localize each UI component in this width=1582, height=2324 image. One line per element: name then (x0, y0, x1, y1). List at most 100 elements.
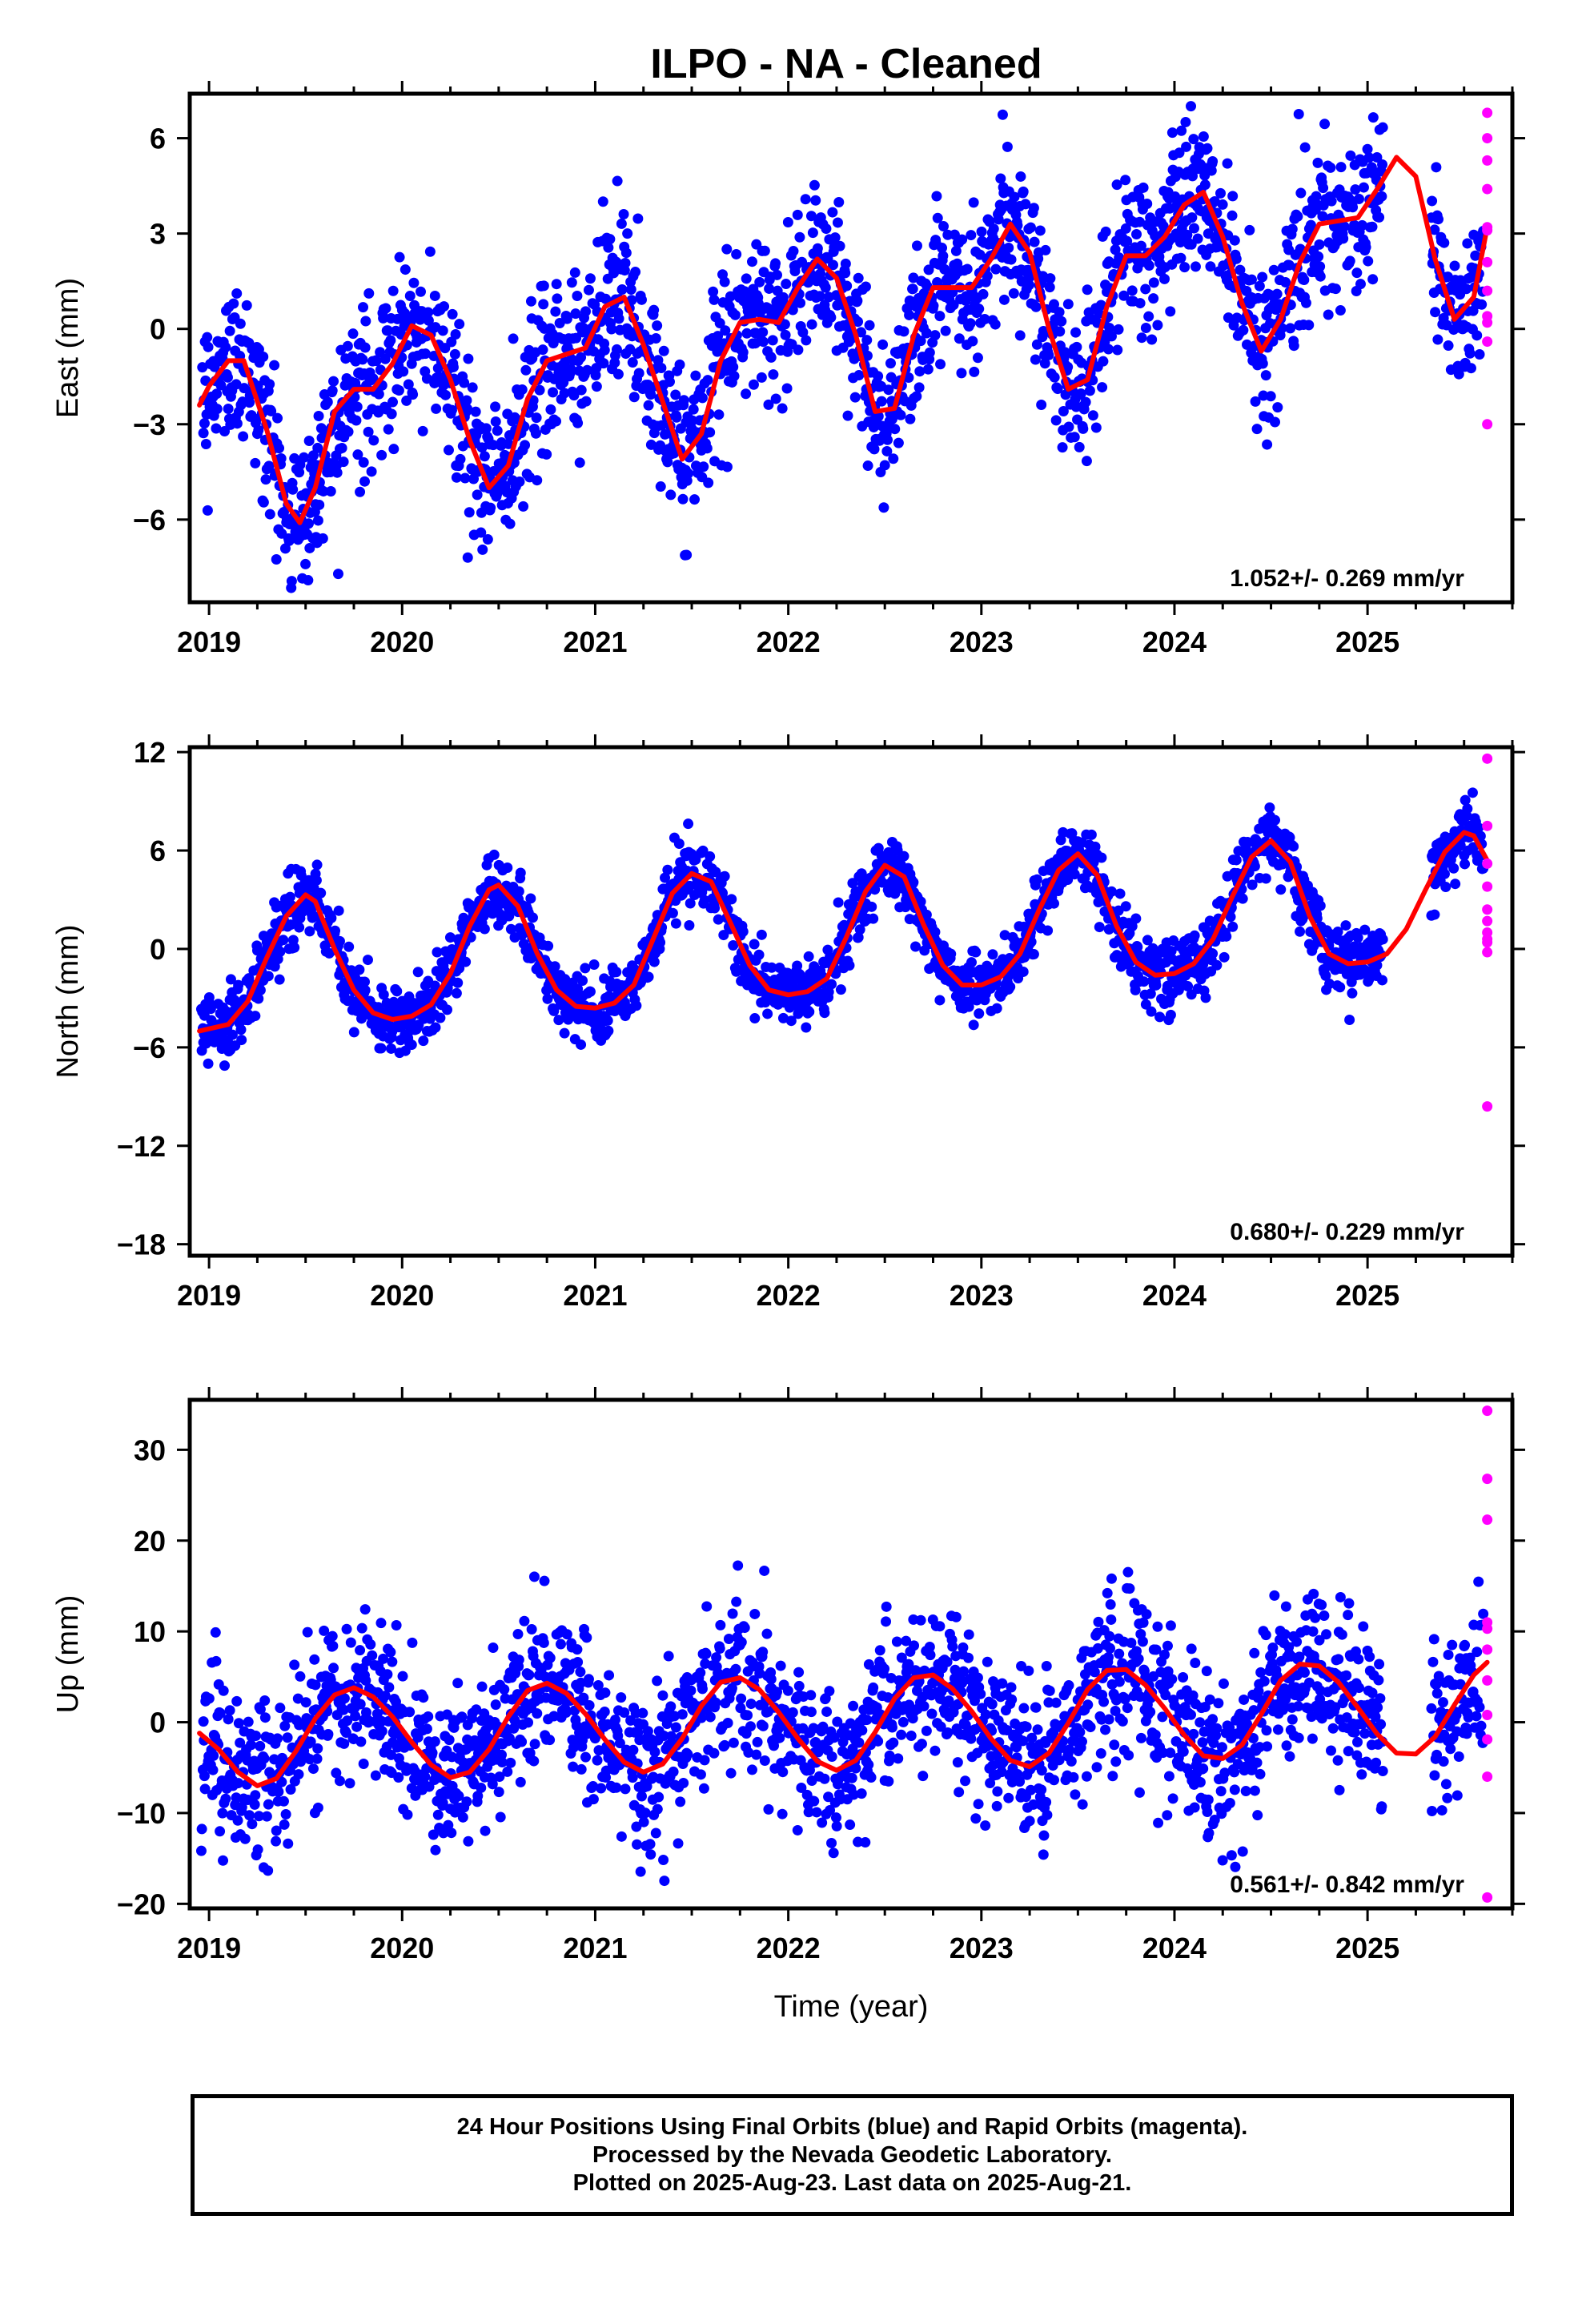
final-point (202, 505, 213, 516)
final-point (597, 196, 608, 207)
final-point (258, 351, 269, 362)
final-point (631, 1000, 642, 1011)
rapid-point (1482, 820, 1493, 831)
final-point (1219, 951, 1230, 963)
x-tick-label: 2025 (1335, 1932, 1399, 1964)
final-point (555, 1638, 566, 1650)
final-point (461, 1796, 472, 1807)
final-point (482, 534, 493, 545)
final-point (1045, 273, 1056, 284)
final-point (220, 342, 231, 353)
final-point (1318, 183, 1329, 194)
final-point (714, 318, 725, 329)
final-point (757, 336, 769, 348)
final-point (356, 1622, 367, 1634)
final-point (701, 443, 713, 454)
final-point (516, 1736, 528, 1747)
final-point (253, 424, 264, 436)
final-point (584, 273, 596, 284)
final-point (1126, 285, 1138, 296)
final-point (197, 362, 208, 373)
final-point (1140, 283, 1151, 295)
final-point (231, 1695, 243, 1707)
final-point (236, 1035, 247, 1046)
final-point (328, 376, 339, 387)
final-point (528, 1755, 540, 1767)
final-point (1293, 108, 1304, 119)
final-point (1265, 391, 1276, 402)
final-point (394, 251, 405, 263)
final-point (611, 967, 622, 978)
x-tick-label: 2023 (950, 1279, 1014, 1312)
final-point (1439, 868, 1450, 879)
final-point (488, 1642, 499, 1654)
final-point (882, 434, 893, 445)
final-point (1030, 354, 1041, 365)
final-point (1229, 235, 1240, 246)
final-point (551, 279, 562, 290)
final-point (454, 319, 465, 330)
final-point (1433, 214, 1444, 225)
final-point (383, 1682, 395, 1693)
final-point (1113, 324, 1124, 335)
final-point (648, 956, 660, 967)
final-point (1430, 307, 1441, 318)
final-point (492, 425, 503, 436)
final-point (255, 984, 266, 995)
final-point (934, 311, 946, 322)
final-point (217, 1807, 228, 1819)
final-point (800, 194, 811, 205)
final-point (1347, 987, 1358, 999)
final-point (1138, 182, 1149, 193)
final-point (516, 384, 528, 395)
final-point (222, 372, 233, 383)
rapid-point (1482, 904, 1493, 915)
final-point (1323, 309, 1334, 320)
final-point (1025, 222, 1036, 233)
final-point (1179, 262, 1191, 273)
final-point (430, 1844, 441, 1856)
final-point (612, 175, 623, 187)
final-point (1143, 311, 1154, 322)
x-tick-label: 2023 (950, 625, 1014, 658)
final-point (1031, 874, 1042, 885)
final-point (801, 1022, 812, 1033)
x-tick-label: 2021 (563, 1279, 627, 1312)
final-point (493, 1787, 504, 1798)
final-point (965, 318, 976, 329)
final-point (1462, 803, 1473, 814)
final-point (264, 509, 275, 520)
final-point (1030, 301, 1042, 312)
final-point (432, 1809, 444, 1820)
final-point (250, 1730, 261, 1741)
final-point (938, 251, 949, 262)
final-point (667, 907, 678, 919)
final-point (1028, 949, 1039, 960)
final-point (1344, 255, 1355, 267)
final-point (1335, 162, 1347, 173)
final-point (1367, 221, 1378, 232)
final-point (913, 382, 925, 393)
final-point (485, 502, 496, 513)
final-point (386, 408, 397, 420)
final-point (1335, 982, 1346, 993)
final-point (385, 1647, 396, 1658)
rapid-point (1482, 947, 1493, 958)
final-point (1432, 334, 1443, 345)
final-point (1069, 432, 1080, 443)
final-point (359, 1604, 371, 1615)
final-point (289, 1659, 300, 1671)
final-point (1090, 422, 1102, 433)
final-point (495, 1811, 506, 1823)
final-point (1244, 224, 1255, 235)
final-point (293, 1769, 304, 1780)
final-point (1358, 182, 1369, 193)
x-axis-label: Time (year) (774, 1990, 929, 2024)
final-point (448, 361, 459, 372)
final-point (269, 360, 280, 371)
final-point (420, 348, 431, 360)
final-point (753, 949, 765, 960)
x-tick-label: 2020 (370, 1932, 434, 1964)
final-point (370, 1770, 381, 1781)
final-point (642, 379, 653, 390)
